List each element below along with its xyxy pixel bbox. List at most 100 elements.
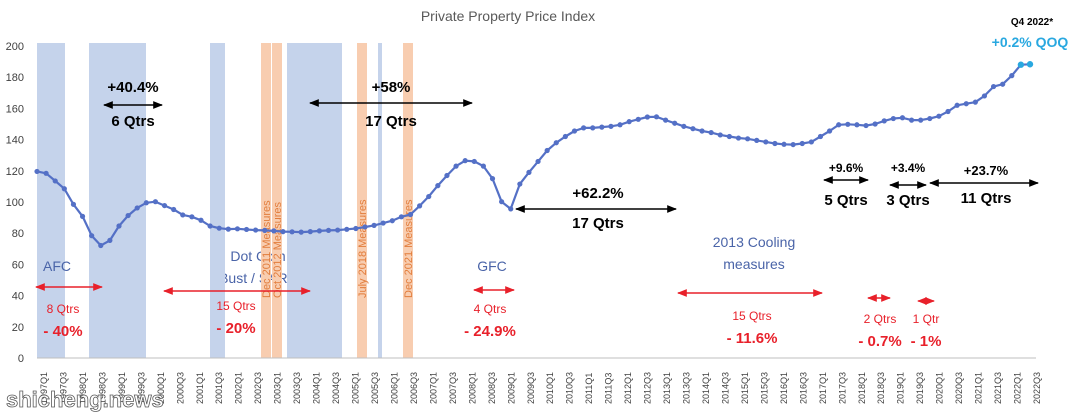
- data-point: [981, 93, 988, 99]
- data-point: [34, 168, 40, 175]
- data-point: [553, 140, 559, 146]
- fall-pct-6: - 1%: [911, 333, 942, 350]
- data-point: [854, 122, 860, 128]
- x-tick-label: 2013Q3: [682, 372, 692, 404]
- measure-band-label-4: Dec 2021 Measures: [403, 199, 415, 298]
- x-tick-label: 2007Q3: [448, 372, 458, 404]
- data-point: [225, 226, 231, 232]
- data-point: [444, 172, 450, 179]
- chart-title: Private Property Price Index: [421, 8, 595, 24]
- measure-band-2: [272, 43, 282, 358]
- x-tick-label: 2001Q3: [214, 372, 224, 404]
- x-tick-label: 2002Q3: [253, 372, 263, 404]
- data-point: [581, 125, 587, 131]
- data-point: [517, 181, 523, 187]
- data-point: [98, 242, 104, 249]
- data-point: [918, 117, 924, 123]
- measure-band-label-2: Oct 2012 Measures: [272, 202, 284, 298]
- latest-label: Q4 2022*: [1011, 17, 1053, 28]
- x-tick-label: 2014Q3: [720, 372, 730, 404]
- x-tick-label: 2014Q1: [701, 372, 711, 404]
- data-point: [544, 147, 550, 154]
- data-point: [653, 114, 660, 120]
- data-point: [335, 227, 341, 233]
- data-point: [571, 128, 578, 134]
- data-point: [1026, 61, 1034, 68]
- data-point: [398, 214, 405, 220]
- data-point: [790, 141, 796, 148]
- rise-pct-4: +9.6%: [829, 161, 864, 175]
- rise-duration-5: 3 Qtrs: [886, 192, 929, 209]
- series-line: [36, 63, 1031, 247]
- x-tick-label: 1997Q1: [39, 372, 49, 404]
- shaded-region-2: [89, 43, 146, 358]
- y-tick-label: 100: [6, 197, 24, 209]
- measure-band-label-3: July 2018 Measures: [357, 199, 369, 298]
- x-tick-label: 1998Q1: [78, 372, 88, 404]
- data-point: [681, 123, 687, 129]
- data-point: [963, 101, 969, 107]
- data-point: [489, 176, 496, 182]
- data-point: [353, 225, 359, 232]
- shaded-region-label-1: AFC: [43, 258, 71, 274]
- fall-pct-1: - 40%: [43, 323, 82, 340]
- x-tick-label: 2009Q1: [506, 372, 516, 404]
- data-point: [699, 128, 705, 134]
- data-point: [945, 108, 951, 115]
- data-point: [389, 218, 395, 224]
- data-point: [289, 229, 295, 235]
- data-point: [61, 186, 67, 192]
- y-tick-label: 80: [12, 228, 24, 240]
- x-tick-label: 2013Q1: [662, 372, 672, 404]
- x-tick-label: 2012Q1: [623, 372, 633, 404]
- data-point: [662, 117, 669, 123]
- x-tick-label: 2005Q3: [370, 372, 380, 404]
- data-point: [152, 199, 159, 205]
- x-tick-label: 2011Q1: [584, 373, 594, 404]
- data-point: [608, 123, 614, 129]
- x-tick-label: 2002Q1: [234, 372, 244, 404]
- data-point: [717, 132, 723, 138]
- y-tick-label: 40: [12, 291, 24, 303]
- x-tick-label: 2008Q3: [487, 372, 497, 404]
- data-point: [253, 227, 259, 233]
- data-point: [407, 211, 414, 218]
- data-point: [89, 233, 95, 239]
- fall-duration-6: 1 Qtr: [913, 312, 940, 326]
- x-tick-label: 2005Q1: [351, 372, 361, 404]
- data-point: [708, 129, 714, 136]
- y-tick-label: 140: [6, 135, 24, 147]
- x-tick-label: 2020Q3: [954, 372, 964, 404]
- x-tick-label: 2021Q3: [993, 372, 1003, 404]
- data-point: [836, 122, 842, 128]
- x-tick-label: 2000Q1: [156, 372, 166, 404]
- rise-duration-4: 5 Qtrs: [824, 192, 867, 209]
- data-point: [890, 115, 896, 122]
- x-tick-label: 2010Q3: [565, 372, 575, 404]
- x-tick-label: 2003Q1: [273, 372, 283, 404]
- data-point: [271, 228, 277, 234]
- data-point: [562, 133, 568, 140]
- y-tick-label: 60: [12, 259, 24, 271]
- data-point: [52, 178, 58, 184]
- data-point: [344, 226, 350, 232]
- data-point: [143, 200, 149, 206]
- rise-duration-3: 17 Qtrs: [572, 215, 624, 232]
- data-point: [872, 121, 878, 127]
- y-tick-label: 20: [12, 322, 24, 334]
- x-tick-label: 2006Q3: [409, 372, 419, 404]
- data-point: [471, 158, 477, 165]
- measure-band-label-1: Dec 2011 Measures: [261, 200, 273, 298]
- x-tick-label: 2017Q1: [818, 372, 828, 404]
- x-tick-label: 2022Q1: [1013, 372, 1023, 404]
- x-tick-label: 1999Q1: [117, 372, 127, 404]
- measure-band-4: [403, 43, 413, 358]
- y-tick-label: 120: [6, 166, 24, 178]
- data-point: [690, 126, 696, 132]
- data-point: [107, 237, 113, 243]
- fall-pct-2: - 20%: [216, 320, 255, 337]
- x-tick-label: 2007Q1: [428, 372, 438, 404]
- rise-duration-6: 11 Qtrs: [961, 190, 1012, 207]
- shaded-region-label-3: GFC: [477, 258, 507, 274]
